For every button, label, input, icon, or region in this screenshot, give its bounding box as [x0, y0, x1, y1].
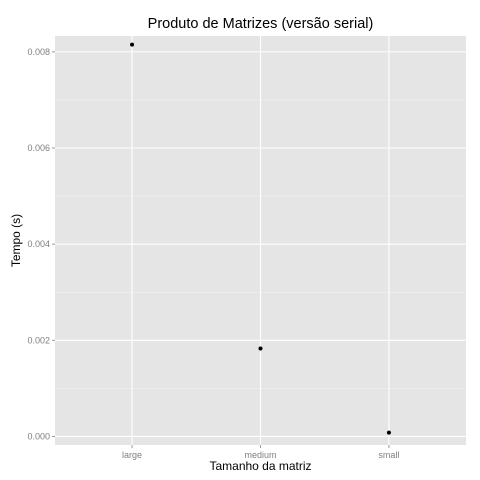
- x-tick-label: small: [378, 450, 399, 460]
- major-gridlines: [55, 36, 466, 445]
- y-tick-label: 0.006: [27, 143, 50, 153]
- data-points: [130, 42, 391, 435]
- y-tick-label: 0.000: [27, 431, 50, 441]
- y-axis-ticks: 0.000 0.002 0.004 0.006 0.008: [27, 47, 55, 441]
- data-point-large: [130, 42, 135, 47]
- x-axis-ticks: large medium small: [122, 445, 399, 460]
- y-tick-label: 0.004: [27, 239, 50, 249]
- y-tick-label: 0.002: [27, 335, 50, 345]
- data-point-medium: [258, 346, 263, 351]
- chart-title: Produto de Matrizes (versão serial): [148, 16, 374, 32]
- data-point-small: [386, 430, 391, 435]
- y-axis-title: Tempo (s): [9, 214, 23, 267]
- x-axis-title: Tamanho da matriz: [209, 459, 311, 473]
- x-tick-label: medium: [244, 450, 276, 460]
- x-tick-label: large: [122, 450, 142, 460]
- y-tick-label: 0.008: [27, 47, 50, 57]
